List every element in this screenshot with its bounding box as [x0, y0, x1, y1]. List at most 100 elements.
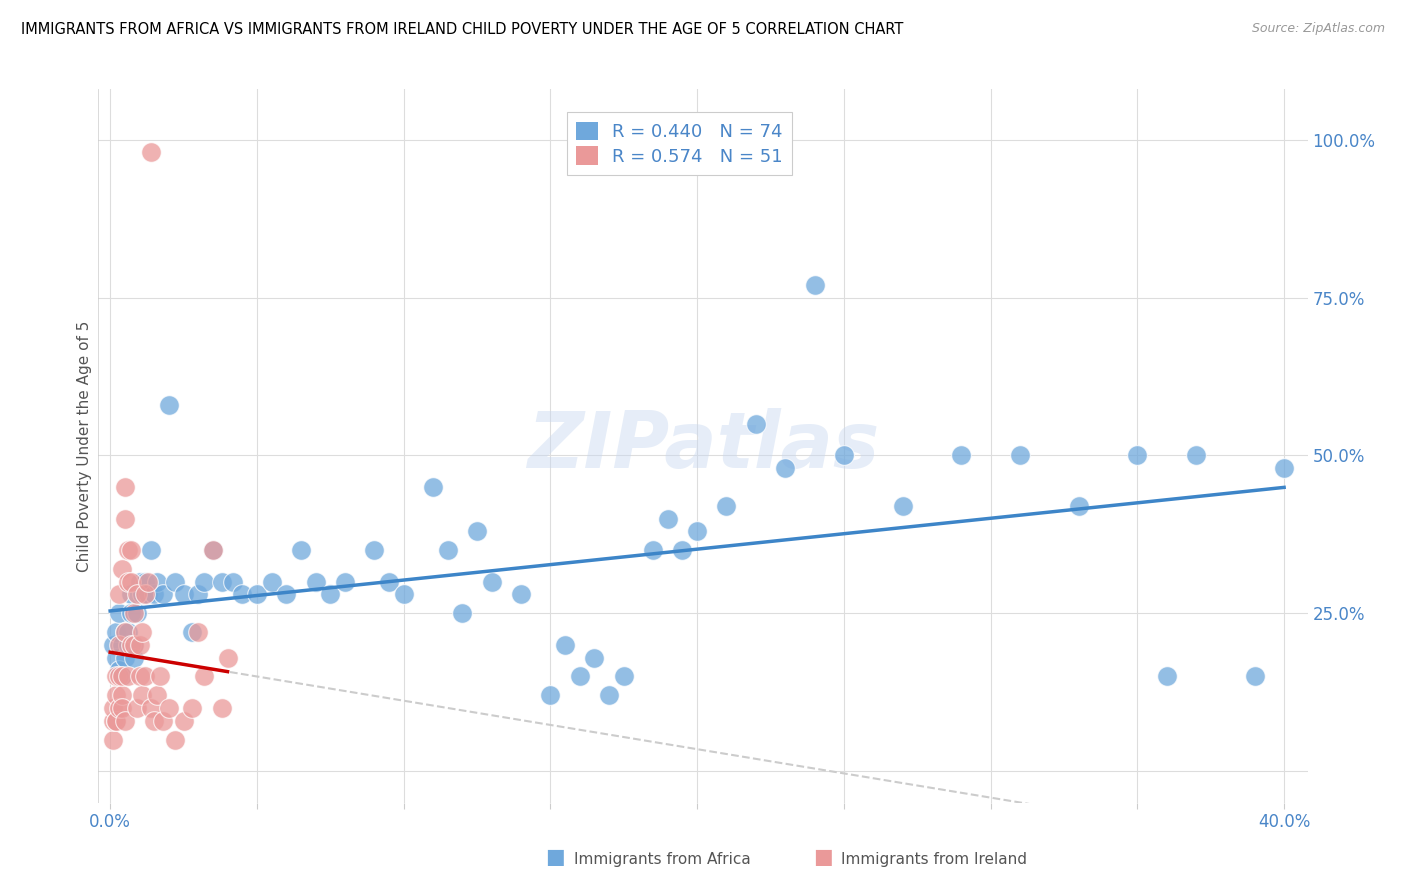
Point — [125, 701, 148, 715]
Point — [598, 689, 620, 703]
Point — [583, 650, 606, 665]
Point — [134, 669, 156, 683]
Point — [128, 638, 150, 652]
Text: Source: ZipAtlas.com: Source: ZipAtlas.com — [1251, 22, 1385, 36]
Point — [510, 587, 533, 601]
Point — [217, 650, 239, 665]
Point — [1126, 449, 1149, 463]
Point — [131, 689, 153, 703]
Point — [1008, 449, 1031, 463]
Point — [613, 669, 636, 683]
Point — [568, 669, 591, 683]
Point — [120, 543, 142, 558]
Point — [363, 543, 385, 558]
Point — [481, 574, 503, 589]
Point — [105, 669, 128, 683]
Point — [319, 587, 342, 601]
Point — [114, 625, 136, 640]
Point — [187, 587, 209, 601]
Point — [105, 714, 128, 728]
Point — [131, 587, 153, 601]
Point — [101, 638, 124, 652]
Point — [111, 701, 134, 715]
Point — [108, 701, 131, 715]
Point — [136, 574, 159, 589]
Point — [141, 145, 163, 160]
Point — [122, 650, 145, 665]
Point — [163, 732, 186, 747]
Point — [105, 714, 128, 728]
Point — [111, 669, 134, 683]
Point — [128, 574, 150, 589]
Point — [136, 587, 159, 601]
Point — [1067, 499, 1090, 513]
Point — [122, 607, 145, 621]
Point — [108, 587, 131, 601]
Point — [538, 689, 561, 703]
Point — [111, 638, 134, 652]
Point — [333, 574, 356, 589]
Point — [108, 607, 131, 621]
Point — [304, 574, 326, 589]
Point — [111, 669, 134, 683]
Point — [773, 461, 796, 475]
Point — [657, 511, 679, 525]
Text: ■: ■ — [813, 847, 832, 867]
Point — [125, 587, 148, 601]
Point — [120, 587, 142, 601]
Point — [134, 574, 156, 589]
Point — [163, 574, 186, 589]
Point — [117, 543, 139, 558]
Point — [114, 511, 136, 525]
Point — [1272, 461, 1295, 475]
Point — [101, 701, 124, 715]
Point — [1185, 449, 1208, 463]
Point — [201, 543, 224, 558]
Point — [181, 625, 204, 640]
Point — [231, 587, 253, 601]
Point — [643, 543, 665, 558]
Point — [108, 663, 131, 677]
Point — [143, 714, 166, 728]
Point — [122, 638, 145, 652]
Point — [117, 574, 139, 589]
Point — [187, 625, 209, 640]
Point — [193, 574, 215, 589]
Point — [1243, 669, 1265, 683]
Point — [120, 638, 142, 652]
Point — [173, 587, 195, 601]
Point — [128, 669, 150, 683]
Point — [671, 543, 693, 558]
Point — [193, 669, 215, 683]
Point — [451, 607, 474, 621]
Text: ■: ■ — [546, 847, 565, 867]
Point — [105, 625, 128, 640]
Point — [105, 689, 128, 703]
Point — [686, 524, 709, 539]
Point — [125, 607, 148, 621]
Point — [120, 607, 142, 621]
Point — [152, 587, 174, 601]
Point — [108, 638, 131, 652]
Point — [146, 574, 169, 589]
Point — [392, 587, 415, 601]
Point — [111, 689, 134, 703]
Point — [290, 543, 312, 558]
Point — [803, 277, 825, 292]
Point — [114, 625, 136, 640]
Point — [950, 449, 973, 463]
Y-axis label: Child Poverty Under the Age of 5: Child Poverty Under the Age of 5 — [77, 320, 91, 572]
Point — [117, 625, 139, 640]
Point — [134, 587, 156, 601]
Text: ZIPatlas: ZIPatlas — [527, 408, 879, 484]
Point — [436, 543, 458, 558]
Point — [157, 701, 180, 715]
Point — [745, 417, 768, 431]
Point — [211, 574, 233, 589]
Legend: R = 0.440   N = 74, R = 0.574   N = 51: R = 0.440 N = 74, R = 0.574 N = 51 — [567, 112, 792, 175]
Point — [143, 587, 166, 601]
Text: Immigrants from Ireland: Immigrants from Ireland — [841, 852, 1026, 867]
Point — [146, 689, 169, 703]
Point — [149, 669, 172, 683]
Point — [141, 543, 163, 558]
